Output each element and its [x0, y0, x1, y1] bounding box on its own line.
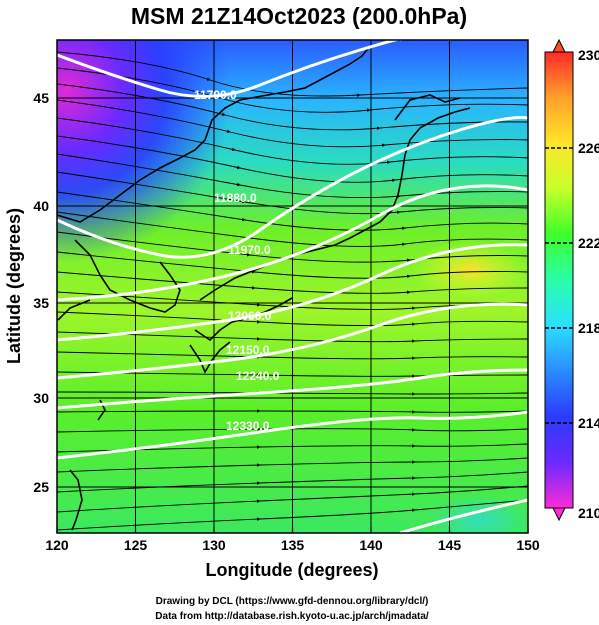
colorbar-tick-label: 230 [578, 47, 599, 63]
contour-label: 12240.0 [236, 369, 280, 383]
y-tick-label: 45 [33, 90, 49, 106]
x-tick-label: 120 [45, 537, 69, 553]
colorbar-tick-label: 222 [578, 235, 599, 251]
plot-area: 11790.0 11880.0 11970.0 12060.0 12150.0 … [57, 40, 528, 533]
contour-label: 11970.0 [228, 243, 271, 257]
y-tick-label: 40 [33, 198, 49, 214]
x-tick-label: 125 [124, 537, 148, 553]
x-tick-label: 150 [516, 537, 540, 553]
colorbar-scale [544, 51, 574, 509]
contour-label-group: 11790.0 11880.0 11970.0 12060.0 12150.0 … [194, 88, 280, 433]
colorbar-min-arrow [552, 507, 566, 522]
colorbar-max-arrow [552, 38, 566, 53]
x-tick-label: 130 [202, 537, 226, 553]
x-tick-label: 140 [359, 537, 383, 553]
x-axis-label: Longitude (degrees) [205, 560, 378, 580]
credit-data: Data from http://database.rish.kyoto-u.a… [155, 611, 429, 622]
contour-label: 11790.0 [194, 88, 237, 102]
x-axis-tick-labels: 120 125 130 135 140 145 150 [45, 537, 540, 553]
contour-label: 12060.0 [228, 309, 272, 323]
contour-label: 12330.0 [226, 419, 270, 433]
x-tick-label: 135 [281, 537, 305, 553]
map-title: MSM 21Z14Oct2023 (200.0hPa) [131, 3, 467, 29]
wind-streamlines [57, 51, 528, 531]
colorbar-tick-label: 210 [578, 505, 599, 521]
colorbar-tick-label: 218 [578, 320, 599, 336]
y-axis-label: Latitude (degrees) [4, 208, 24, 364]
y-axis-tick-labels: 25 30 35 40 45 [33, 90, 49, 495]
colorbar-tick-label: 226 [578, 140, 599, 156]
y-tick-label: 30 [33, 390, 49, 406]
y-tick-label: 25 [33, 479, 49, 495]
height-contours [57, 40, 528, 533]
contour-label: 12150.0 [226, 343, 270, 357]
colorbar: 230 226 222 218 214 210 [544, 38, 599, 522]
x-tick-label: 145 [438, 537, 462, 553]
x-axis-ticks [56, 527, 529, 533]
y-tick-label: 35 [33, 295, 49, 311]
contour-label: 11880.0 [214, 191, 257, 205]
colorbar-tick-label: 214 [578, 415, 599, 431]
credit-drawing: Drawing by DCL (https://www.gfd-dennou.o… [156, 596, 429, 607]
